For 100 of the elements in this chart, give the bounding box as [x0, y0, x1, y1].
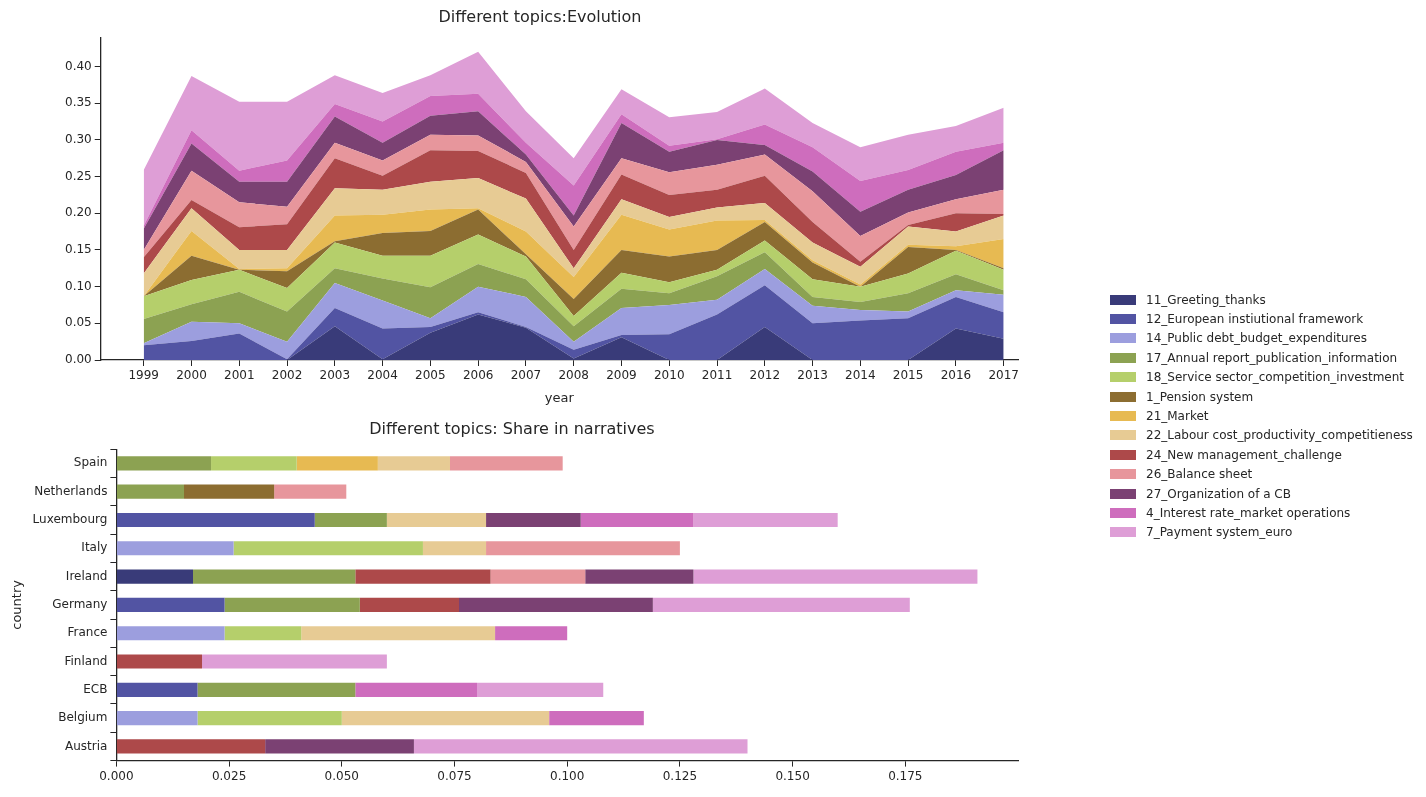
chart-title: Different topics: Share in narratives [369, 418, 655, 438]
bar [377, 456, 450, 471]
bar [116, 626, 225, 641]
bar [495, 626, 568, 641]
bar [233, 541, 423, 556]
y-tick-label: Spain [73, 455, 108, 470]
y-tick-label: ECB [83, 681, 108, 696]
y-axis-title: country [9, 579, 25, 630]
bar [486, 512, 581, 528]
x-tick-label: 2010 [653, 368, 685, 383]
bar [359, 597, 459, 612]
legend-label: 11_Greeting_thanks [1146, 292, 1266, 307]
bar [116, 654, 203, 669]
y-tick-label: Austria [64, 738, 108, 753]
bar [116, 711, 198, 726]
bar [116, 739, 266, 754]
y-tick-label: France [67, 625, 108, 640]
legend-label: 27_Organization of a CB [1146, 486, 1291, 501]
x-tick-label: 2001 [223, 368, 255, 383]
y-tick-label: 0.05 [65, 315, 92, 330]
x-tick-label: 2016 [940, 368, 972, 383]
bar [580, 512, 694, 528]
x-tick-label: 2013 [797, 368, 828, 383]
x-tick-label: 2009 [606, 368, 637, 383]
legend-label: 7_Payment system_euro [1146, 525, 1293, 540]
x-tick-label: 2002 [271, 368, 303, 383]
x-tick-label: 2004 [367, 368, 398, 383]
x-tick-label: 0.000 [99, 768, 134, 783]
x-tick-label: 2014 [845, 368, 876, 383]
bar [116, 597, 225, 612]
y-tick-label: Italy [81, 540, 108, 555]
bar [314, 512, 387, 528]
bar [301, 626, 496, 641]
y-tick-label: 0.25 [65, 168, 92, 183]
bar [116, 682, 198, 697]
x-tick-label: 0.175 [888, 768, 923, 783]
bar [449, 456, 563, 471]
x-tick-label: 2012 [749, 368, 781, 383]
y-tick-label: 0.20 [65, 205, 92, 220]
bar [386, 512, 487, 528]
bar [341, 711, 550, 726]
bar [197, 682, 356, 697]
x-tick-label: 0.050 [324, 768, 359, 783]
y-tick-label: 0.10 [65, 278, 92, 293]
bar [202, 654, 387, 669]
legend-label: 17_Annual report_publication_information [1146, 350, 1398, 365]
bar [413, 739, 748, 754]
x-tick-label: 2007 [510, 368, 542, 383]
y-tick-label: 0.30 [65, 132, 92, 147]
bar [211, 456, 297, 471]
x-tick-label: 2015 [892, 368, 924, 383]
bar [422, 541, 487, 556]
bar [116, 541, 234, 556]
bar [459, 597, 653, 612]
y-tick-label: Luxembourg [32, 512, 108, 527]
bar [224, 626, 302, 641]
x-tick-label: 1999 [128, 368, 159, 383]
bar [693, 569, 978, 584]
legend-label: 18_Service sector_competition_investment [1146, 370, 1405, 385]
x-tick-label: 0.025 [211, 768, 247, 783]
bar [193, 569, 356, 584]
x-tick-label: 0.075 [437, 768, 472, 783]
x-tick-label: 2003 [319, 368, 351, 383]
bar [116, 484, 185, 499]
bar [265, 739, 414, 754]
x-tick-label: 2008 [558, 368, 589, 383]
x-tick-label: 0.150 [775, 768, 810, 783]
bar [116, 569, 194, 584]
x-tick-label: 2000 [176, 368, 207, 383]
x-tick-label: 0.125 [662, 768, 698, 783]
x-tick-label: 2017 [988, 368, 1019, 383]
bar [490, 569, 586, 584]
y-tick-label: Germany [52, 597, 108, 612]
bar [693, 512, 838, 528]
bar [355, 569, 491, 584]
y-tick-label: 0.35 [65, 95, 92, 110]
x-axis-title: year [544, 389, 575, 405]
legend-label: 24_New management_challenge [1146, 447, 1342, 462]
y-tick-label: Belgium [58, 710, 108, 725]
bar [184, 484, 275, 499]
legend-label: 12_European instiutional framework [1146, 312, 1364, 327]
bar [296, 456, 378, 471]
bar [116, 456, 212, 471]
bar [549, 711, 644, 726]
y-tick-label: 0.40 [65, 58, 92, 73]
legend-label: 21_Market [1146, 409, 1209, 424]
bar [585, 569, 694, 584]
bar [652, 597, 910, 612]
legend-label: 1_Pension system [1146, 389, 1254, 404]
bar [274, 484, 347, 499]
bar [477, 682, 604, 697]
bar [355, 682, 478, 697]
bar [197, 711, 342, 726]
legend-label: 26_Balance sheet [1146, 467, 1253, 482]
legend-label: 22_Labour cost_productivity_competitieness [1146, 428, 1413, 443]
y-tick-label: Finland [64, 653, 108, 668]
y-tick-label: 0.15 [65, 242, 92, 257]
bar [224, 597, 360, 612]
y-tick-label: 0.00 [65, 352, 92, 367]
x-tick-label: 2005 [415, 368, 446, 383]
